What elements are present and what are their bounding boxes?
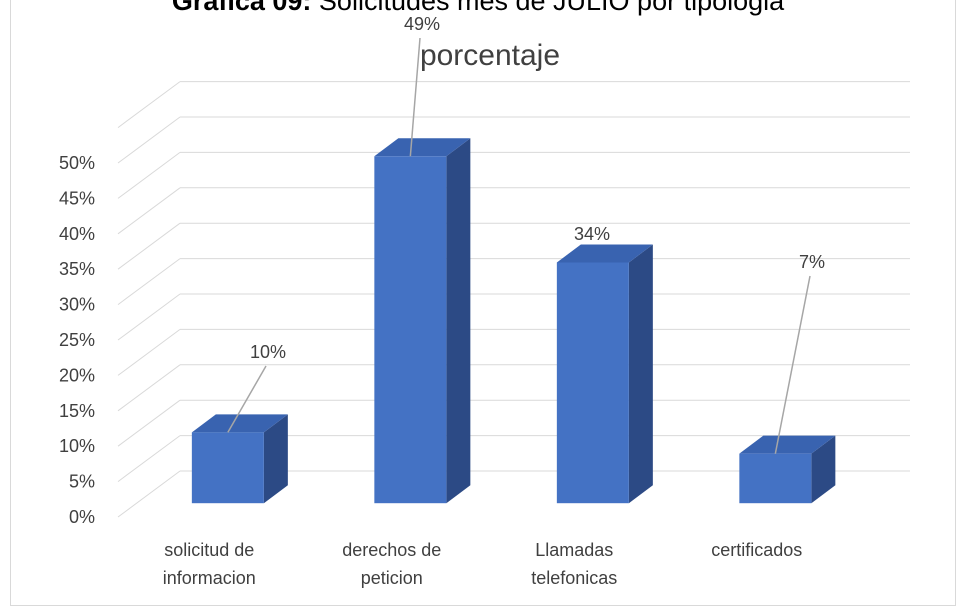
y-tick-label: 5% [69, 472, 95, 492]
leader-line [409, 37, 421, 157]
grid-line-side [117, 187, 181, 235]
grid-line-side [117, 151, 181, 199]
data-label: 49% [404, 14, 440, 34]
y-tick-label: 45% [59, 188, 95, 208]
grid-line-side [117, 364, 181, 412]
bar-top [556, 244, 653, 263]
grid-line-side [117, 293, 181, 341]
grid-line-side [117, 399, 181, 447]
leader-line [227, 365, 267, 433]
data-label: 34% [574, 224, 610, 244]
x-tick-label: derechos de peticion [342, 540, 442, 588]
y-tick-label: 35% [59, 259, 95, 279]
x-tick-label: certificados [711, 540, 803, 560]
title-bold: Grafica 09: [172, 0, 312, 16]
bar-top [374, 138, 471, 157]
bar-top [191, 414, 288, 433]
y-tick-label: 50% [59, 153, 95, 173]
y-tick-label: 40% [59, 224, 95, 244]
title-rest: Solicitudes mes de JULIO por tipologia [319, 0, 785, 16]
y-tick-label: 20% [59, 365, 95, 385]
grid-line-side [117, 435, 181, 483]
grid-line-side [117, 222, 181, 270]
bar [374, 156, 447, 504]
x-tick-label: Llamadas telefonicas [531, 540, 618, 588]
bar-top [739, 435, 836, 454]
y-tick-label: 0% [69, 507, 95, 527]
bar-side [811, 435, 836, 504]
bar [556, 262, 629, 504]
data-label: 7% [799, 252, 825, 272]
bar-side [628, 244, 653, 504]
bar [191, 432, 264, 504]
chart-border [10, 0, 956, 606]
y-tick-label: 25% [59, 330, 95, 350]
chart-subtitle: porcentaje [420, 39, 560, 72]
chart-title: Grafica 09: Solicitudes mes de JULIO por… [172, 0, 785, 16]
leader-line [774, 275, 811, 454]
grid-line-side [117, 81, 181, 129]
data-label: 10% [250, 342, 286, 362]
y-tick-label: 15% [59, 401, 95, 421]
y-tick-label: 10% [59, 436, 95, 456]
bar-side [263, 414, 288, 504]
grid-line-side [117, 328, 181, 376]
grid-line-side [117, 470, 181, 518]
grid-line-side [117, 116, 181, 164]
bar-side [446, 138, 471, 504]
bar [739, 453, 812, 504]
y-tick-label: 30% [59, 295, 95, 315]
grid-line-side [117, 258, 181, 306]
x-tick-label: solicitud de informacion [162, 540, 256, 588]
